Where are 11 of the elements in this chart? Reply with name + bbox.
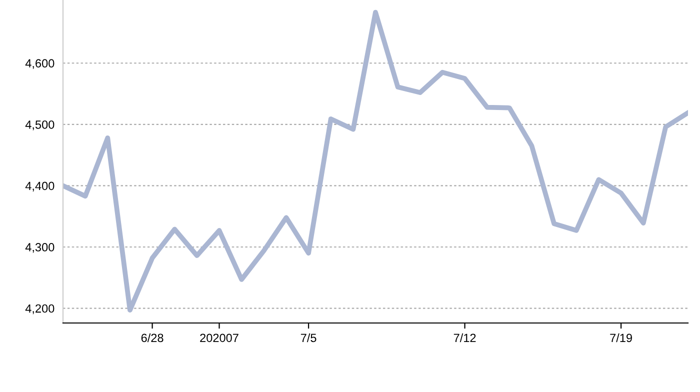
y-tick-label: 4,200 — [25, 304, 54, 314]
x-tick-label: 7/12 — [454, 333, 476, 342]
x-tick-label: 7/19 — [610, 333, 632, 342]
line-series — [63, 10, 688, 313]
y-tick-label: 4,600 — [25, 59, 54, 69]
x-tick-label: 6/28 — [141, 333, 164, 342]
y-tick-label: 4,500 — [25, 120, 54, 130]
y-tick-label: 4,400 — [25, 182, 54, 192]
y-tick-label: 4,300 — [25, 243, 54, 253]
x-tick-label: 7/5 — [300, 333, 316, 342]
x-tick-label: 202007 — [200, 334, 238, 342]
